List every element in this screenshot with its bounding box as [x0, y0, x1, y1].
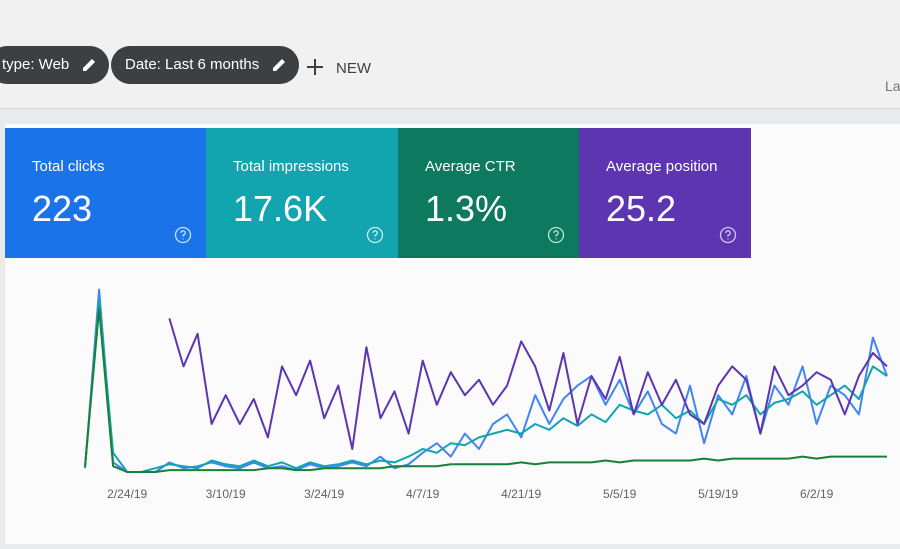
x-tick-label: 5/5/19: [603, 487, 637, 501]
x-tick-label: 3/10/19: [206, 487, 246, 501]
x-tick-label: 4/21/19: [501, 487, 541, 501]
x-tick-label: 5/19/19: [698, 487, 738, 501]
metric-card[interactable]: Total clicks 223: [5, 128, 206, 258]
metric-value: 25.2: [606, 188, 677, 229]
filter-text: Date: Last 6 months: [125, 56, 260, 73]
metric-card[interactable]: Average position 25.2: [579, 128, 751, 258]
help-icon[interactable]: [547, 226, 565, 244]
performance-panel: 2/24/19 3/10/19 3/24/19 4/7/19 4/21/19 5/5/19…: [5, 124, 900, 544]
x-tick-label: 2/24/19: [107, 487, 147, 501]
help-icon[interactable]: [174, 226, 192, 244]
metric-label: Total impressions: [233, 158, 349, 175]
filter-text: type: Web: [2, 56, 70, 73]
new-button[interactable]: NEW: [306, 58, 371, 77]
metric-card[interactable]: Average CTR 1.3%: [398, 128, 579, 258]
new-label: NEW: [336, 60, 371, 77]
plus-icon: [307, 59, 323, 75]
metric-value: 1.3%: [425, 188, 508, 229]
filter-chip[interactable]: Date: Last 6 months: [111, 46, 300, 84]
corner-text: La: [885, 78, 900, 94]
help-icon[interactable]: [719, 226, 737, 244]
metric-label: Average CTR: [425, 158, 516, 175]
edit-icon: [83, 59, 96, 71]
filter-chip[interactable]: type: Web: [0, 46, 110, 84]
x-tick-label: 6/2/19: [800, 487, 834, 501]
metric-card[interactable]: Total impressions 17.6K: [206, 128, 398, 258]
series-line: [84, 307, 887, 473]
chart: 2/24/19 3/10/19 3/24/19 4/7/19 4/21/19 5/5/19…: [84, 288, 888, 501]
metric-value: 223: [32, 188, 93, 229]
metric-value: 17.6K: [233, 188, 328, 229]
metric-label: Average position: [606, 158, 718, 175]
metric-label: Total clicks: [32, 158, 105, 175]
edit-icon: [273, 59, 286, 71]
x-tick-label: 4/7/19: [406, 487, 440, 501]
help-icon[interactable]: [366, 226, 384, 244]
series-line: [168, 318, 888, 450]
x-tick-label: 3/24/19: [304, 487, 344, 501]
filter-bar: type: Web Date: Last 6 months NEW La: [0, 0, 900, 109]
